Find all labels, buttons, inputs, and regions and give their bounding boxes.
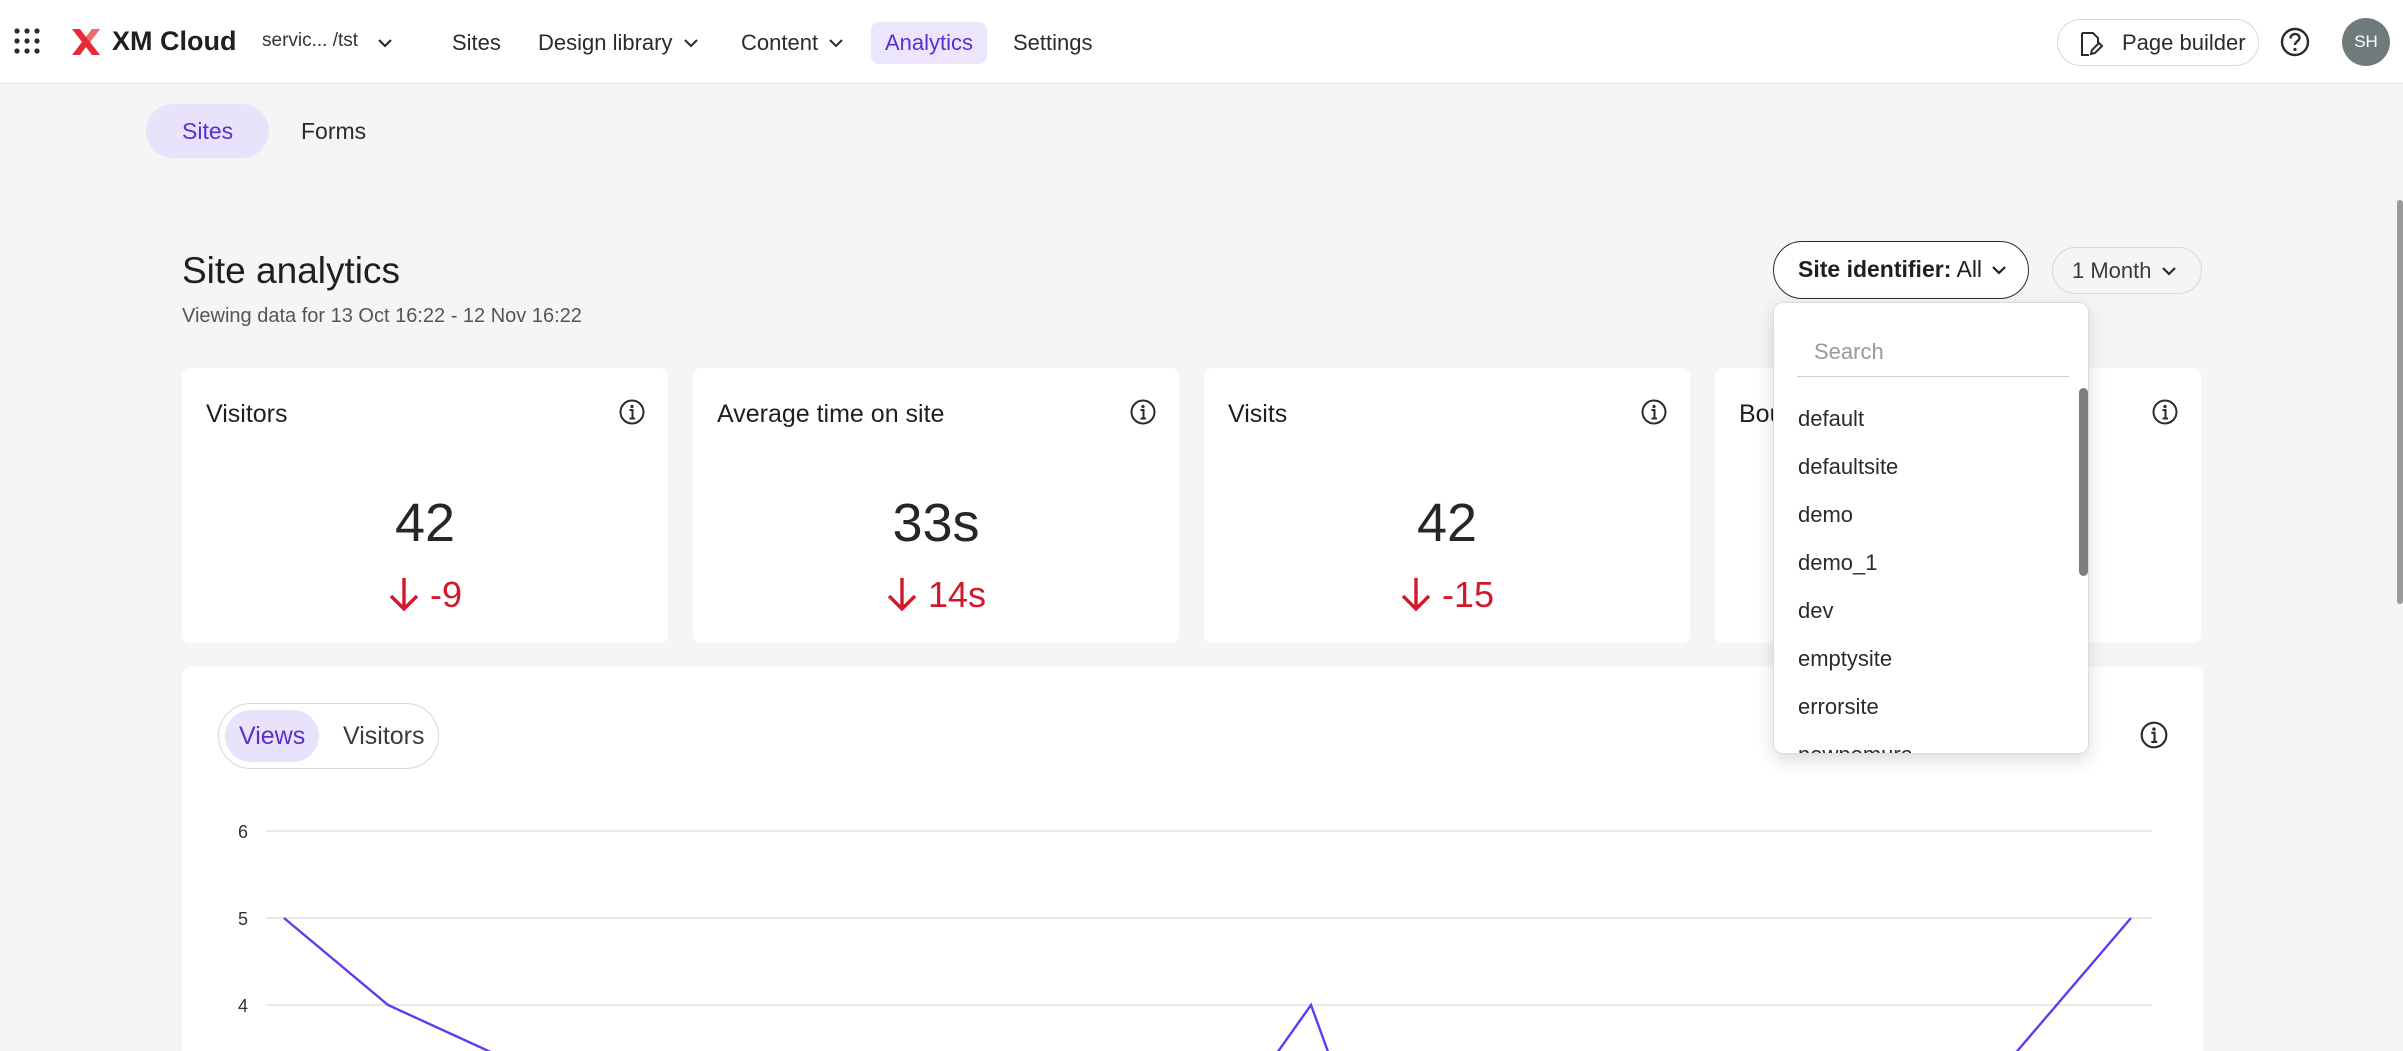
brand-name[interactable]: XM Cloud [112, 26, 237, 56]
chevron-down-icon[interactable] [376, 34, 394, 52]
info-icon[interactable] [2139, 720, 2169, 750]
views-line-chart: 6 5 4 [238, 822, 2152, 1051]
info-icon[interactable] [1129, 398, 1157, 426]
page-edit-icon [2081, 32, 2104, 56]
nav-content[interactable]: Content [727, 22, 858, 64]
arrow-down-icon [887, 578, 917, 612]
nav-analytics[interactable]: Analytics [871, 22, 988, 64]
page-scrollbar[interactable] [2397, 200, 2403, 604]
site-search-input[interactable] [1797, 327, 2069, 377]
stat-card-visitors: Visitors 42 -9 [182, 368, 668, 643]
chevron-down-icon [683, 39, 698, 48]
dropdown-scrollbar[interactable] [2079, 388, 2088, 576]
chart-metric-toggle: Views Visitors [218, 703, 439, 769]
site-option[interactable]: dev [1798, 598, 1834, 623]
views-series-line [283, 917, 2132, 1051]
chart-panel: Views Visitors 6 5 4 [182, 667, 2203, 1051]
site-option[interactable]: newnomura [1774, 731, 2074, 753]
chevron-down-icon [2161, 267, 2176, 276]
app-switcher-icon[interactable] [14, 28, 40, 54]
tab-forms[interactable]: Forms [301, 118, 367, 144]
card-delta: 14s [693, 574, 1179, 616]
help-icon[interactable] [2279, 26, 2311, 58]
info-icon[interactable] [2151, 398, 2179, 426]
y-tick-label: 4 [238, 996, 248, 1016]
arrow-down-icon [1401, 578, 1431, 612]
info-icon[interactable] [618, 398, 646, 426]
site-option[interactable]: emptysite [1798, 646, 1893, 671]
card-title: Visits [1228, 400, 1288, 428]
time-period-button[interactable]: 1 Month [2052, 247, 2202, 294]
card-value: 42 [394, 493, 456, 553]
chevron-down-icon [829, 39, 843, 48]
arrow-down-icon [389, 578, 419, 612]
y-tick-label: 5 [238, 909, 248, 929]
nav-design-library[interactable]: Design library [524, 22, 713, 64]
page-builder-button[interactable]: Page builder [2057, 19, 2259, 66]
xm-cloud-logo-icon [72, 29, 100, 55]
tab-sites[interactable]: Sites [146, 104, 270, 158]
stat-card-visits: Visits 42 -15 [1204, 368, 1690, 643]
card-title: Visitors [206, 400, 288, 428]
environment-selector[interactable]: servic... /tst [262, 30, 359, 51]
nav-sites[interactable]: Sites [452, 30, 501, 55]
y-tick-label: 6 [238, 822, 248, 842]
stat-card-average-time: Average time on site 33s 14s [693, 368, 1179, 643]
user-avatar[interactable]: SH [2342, 18, 2390, 66]
card-value: 33s [892, 493, 980, 553]
site-option[interactable]: errorsite [1798, 694, 1879, 719]
site-option[interactable]: default [1798, 406, 1865, 431]
nav-settings[interactable]: Settings [1013, 30, 1093, 55]
card-title: Average time on site [717, 400, 945, 428]
card-delta: -15 [1204, 574, 1690, 616]
site-option[interactable]: demo [1798, 502, 1854, 527]
toggle-views[interactable]: Views [225, 710, 320, 762]
chevron-down-icon [1992, 266, 2006, 275]
top-navigation-bar: XM Cloud servic... /tst Sites Design lib… [0, 0, 2403, 84]
date-range-subtitle: Viewing data for 13 Oct 16:22 - 12 Nov 1… [182, 305, 582, 327]
info-icon[interactable] [1640, 398, 1668, 426]
site-option[interactable]: defaultsite [1798, 454, 1899, 479]
site-option[interactable]: demo_1 [1798, 550, 1878, 575]
toggle-visitors[interactable]: Visitors [343, 722, 425, 750]
card-delta: -9 [182, 574, 668, 616]
site-identifier-filter-button[interactable]: Site identifier: All [1773, 241, 2029, 299]
page-title: Site analytics [182, 250, 400, 291]
card-value: 42 [1416, 493, 1478, 553]
